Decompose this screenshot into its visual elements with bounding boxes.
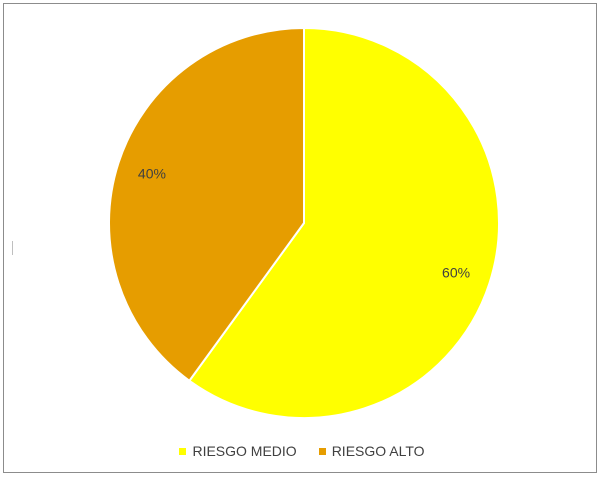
legend-label-riesgo-medio: RIESGO MEDIO [192,443,297,459]
pie-slice-riesgo-medio [187,26,500,419]
legend-item-riesgo-alto: RIESGO ALTO [318,443,425,459]
legend-swatch-riesgo-medio [179,447,187,455]
axis-tick-mark [12,241,13,255]
legend-swatch-riesgo-alto [318,447,326,455]
data-label-riesgo-alto: 40% [138,166,166,182]
legend-label-riesgo-alto: RIESGO ALTO [331,443,425,459]
data-label-riesgo-medio: 60% [442,264,470,280]
legend-item-riesgo-medio: RIESGO MEDIO [179,443,297,459]
pie-slice-riesgo-alto [108,26,305,383]
legend: RIESGO MEDIO RIESGO ALTO [0,443,604,459]
